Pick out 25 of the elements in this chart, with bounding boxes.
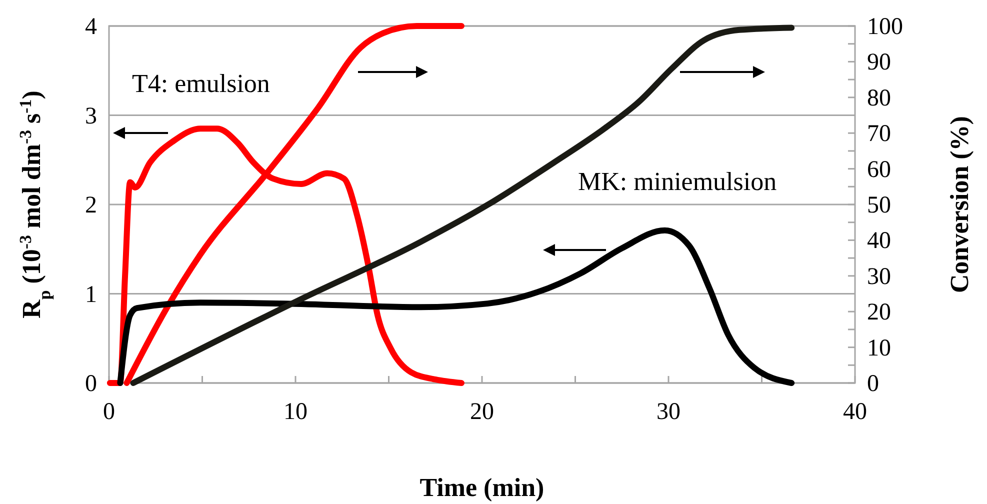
y2-tick-label: 50 (867, 192, 891, 218)
y2-tick-label: 30 (867, 264, 891, 290)
y2-tick-label: 0 (867, 371, 879, 397)
y-tick-label: 0 (85, 371, 97, 397)
y-tick-label: 1 (85, 282, 97, 308)
y2-tick-label: 20 (867, 300, 891, 326)
x-tick-label: 10 (284, 399, 308, 425)
y-tick-label: 3 (85, 103, 97, 130)
y2-tick-label: 10 (867, 335, 891, 362)
y2-tick-label: 80 (867, 85, 891, 112)
y-tick-label: 4 (85, 14, 97, 40)
y-tick-label: 2 (85, 192, 97, 218)
y2-tick-label: 40 (867, 228, 891, 254)
y2-tick-label: 90 (867, 50, 891, 76)
x-tick-label: 40 (843, 399, 867, 425)
annotation: MK: miniemulsion (578, 167, 777, 196)
y2-axis-title: Conversion (%) (945, 116, 974, 293)
y2-tick-label: 70 (867, 121, 891, 148)
y2-tick-label: 60 (867, 156, 891, 183)
x-tick-label: 0 (103, 399, 115, 425)
x-tick-label: 30 (656, 399, 680, 425)
y2-tick-label: 100 (867, 14, 903, 40)
x-tick-label: 20 (470, 399, 494, 425)
annotation: T4: emulsion (132, 69, 270, 98)
x-axis-title: Time (min) (420, 473, 544, 502)
